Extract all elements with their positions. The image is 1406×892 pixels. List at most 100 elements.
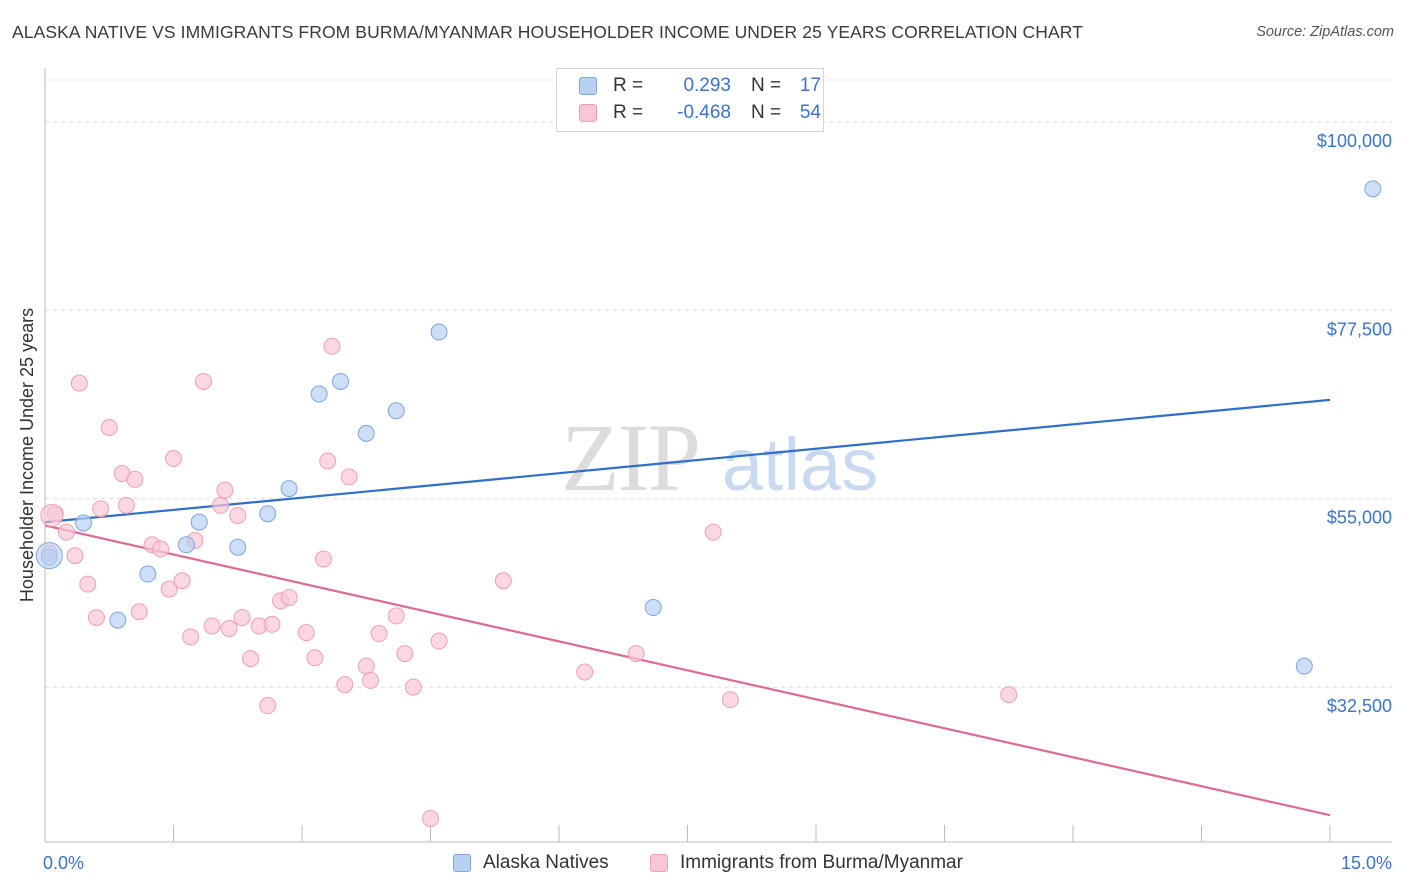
alaska-native-point: [139, 565, 157, 583]
burma-trend-line: [44, 524, 1331, 817]
burma-immigrant-point: [160, 580, 178, 598]
alaska-native-point: [280, 480, 298, 498]
burma-immigrant-point: [704, 523, 722, 541]
burma-immigrant-point: [357, 657, 375, 675]
burma-immigrant-point: [297, 624, 315, 642]
source-label: Source: ZipAtlas.com: [1256, 24, 1394, 40]
bottom-legend-alaska-natives: Alaska Natives: [453, 852, 609, 874]
burma-immigrant-point: [422, 810, 439, 828]
alaska-native-point: [75, 514, 93, 532]
burma-immigrant-point: [306, 649, 324, 667]
legend-r-label: R =: [613, 102, 644, 123]
alaska-native-point: [1364, 180, 1382, 198]
burma-immigrant-point: [494, 572, 512, 590]
burma-immigrant-point: [152, 540, 170, 558]
legend-label-alaska-natives: Alaska Natives: [483, 852, 609, 873]
watermark-zip: ZIP: [561, 404, 699, 511]
legend-swatch-blue: [579, 77, 597, 95]
burma-immigrant-point: [203, 617, 221, 635]
burma-immigrant-point: [242, 650, 260, 668]
axis-labels: $100,000 $77,500 $55,000 $32,500 0.0% 15.0% Ho…: [17, 131, 1392, 873]
burma-immigrant-point: [40, 503, 64, 527]
alaska-native-point: [310, 385, 328, 403]
burma-immigrant-point: [721, 691, 739, 709]
y-tick-label: $77,500: [1327, 319, 1392, 339]
bottom-legend-burma: Immigrants from Burma/Myanmar: [650, 852, 963, 874]
legend-n-value: 54: [799, 102, 821, 123]
burma-immigrant-point: [182, 628, 200, 646]
burma-immigrant-point: [387, 607, 405, 625]
alaska-native-point: [357, 424, 375, 442]
y-axis-label: Householder Income Under 25 years: [17, 308, 37, 602]
alaska-native-point: [229, 538, 247, 556]
burma-immigrant-point: [100, 419, 118, 437]
alaska-native-point: [259, 505, 277, 523]
alaska-native-point: [332, 372, 350, 390]
burma-immigrant-point: [57, 523, 75, 541]
alaska-native-trend-line: [44, 398, 1331, 524]
legend-swatch-pink: [650, 854, 668, 872]
burma-immigrant-point: [396, 645, 414, 663]
burma-immigrant-point: [319, 452, 337, 470]
y-tick-label: $55,000: [1327, 508, 1392, 528]
burma-immigrant-point: [627, 645, 645, 663]
correlation-legend: R = 0.293 N = 17 R = -0.468 N = 54: [556, 68, 824, 132]
alaska-native-point: [430, 323, 448, 341]
x-tick-label: 15.0%: [1341, 853, 1392, 873]
burma-immigrant-point: [173, 572, 191, 590]
burma-immigrant-point: [117, 496, 135, 514]
burma-immigrant-point: [259, 697, 277, 715]
burma-immigrant-point: [233, 609, 251, 627]
burma-immigrant-point: [130, 603, 148, 621]
axes: [44, 68, 1392, 843]
burma-immigrant-point: [220, 619, 238, 637]
alaska-native-point: [1295, 657, 1313, 675]
data-points: [35, 180, 1382, 828]
burma-immigrant-point: [70, 374, 88, 392]
y-tick-label: $100,000: [1317, 131, 1392, 151]
alaska-native-point: [109, 611, 127, 629]
legend-row-alaska-natives: R = 0.293 N = 17: [579, 74, 821, 98]
burma-immigrant-point: [87, 609, 105, 627]
burma-immigrant-point: [263, 615, 281, 633]
burma-immigrant-point: [314, 550, 332, 568]
legend-label-burma: Immigrants from Burma/Myanmar: [680, 852, 963, 873]
legend-r-value: 0.293: [683, 75, 731, 96]
burma-immigrant-point: [165, 449, 182, 467]
burma-immigrant-point: [404, 678, 422, 696]
grid-lines: [45, 79, 1392, 688]
burma-immigrant-point: [79, 575, 97, 593]
burma-immigrant-point: [1000, 686, 1018, 704]
x-tick-label: 0.0%: [43, 853, 84, 873]
trend-lines: [44, 398, 1331, 817]
burma-immigrant-point: [370, 624, 388, 642]
burma-immigrant-point: [216, 481, 234, 499]
legend-n-label: N =: [751, 75, 782, 96]
legend-row-burma: R = -0.468 N = 54: [579, 101, 821, 125]
burma-immigrant-point: [229, 506, 247, 524]
chart-title: ALASKA NATIVE VS IMMIGRANTS FROM BURMA/M…: [12, 22, 1083, 42]
burma-immigrant-point: [126, 470, 144, 488]
alaska-native-point: [35, 542, 63, 570]
burma-immigrant-point: [92, 500, 110, 518]
burma-immigrant-point: [66, 547, 84, 565]
alaska-native-point: [387, 402, 405, 420]
legend-swatch-pink: [579, 104, 597, 122]
burma-immigrant-point: [323, 337, 341, 355]
legend-n-label: N =: [751, 102, 782, 123]
y-tick-label: $32,500: [1327, 696, 1392, 716]
alaska-native-point: [177, 536, 195, 554]
burma-immigrant-point: [280, 588, 298, 606]
legend-r-value: -0.468: [677, 102, 731, 123]
burma-immigrant-point: [194, 372, 212, 390]
burma-immigrant-point: [336, 676, 354, 694]
legend-swatch-blue: [453, 854, 471, 872]
legend-r-label: R =: [613, 75, 644, 96]
burma-immigrant-point: [340, 468, 358, 486]
alaska-native-point: [644, 599, 662, 617]
burma-immigrant-point: [430, 632, 448, 650]
burma-immigrant-point: [362, 671, 380, 689]
burma-immigrant-point: [212, 496, 230, 514]
alaska-native-point: [190, 513, 208, 531]
